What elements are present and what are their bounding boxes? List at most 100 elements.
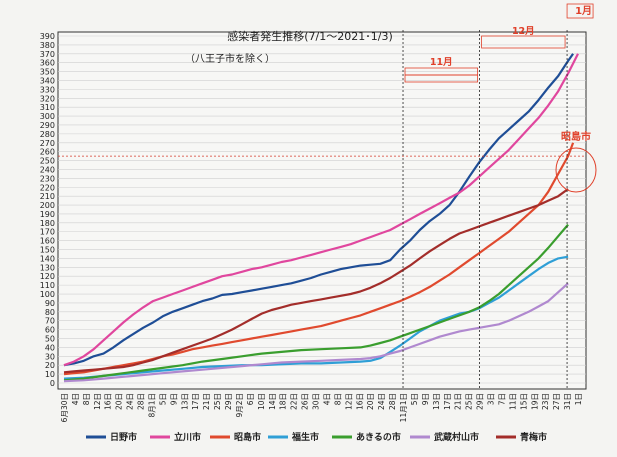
x-tick-label: 25日 xyxy=(213,393,222,410)
x-tick-label: 4日 xyxy=(322,393,331,405)
x-tick-label: 5日 xyxy=(158,393,167,405)
y-tick-label: 350 xyxy=(40,68,55,77)
x-tick-label: 28日 xyxy=(388,393,397,410)
y-tick-label: 100 xyxy=(40,290,55,299)
y-tick-label: 40 xyxy=(45,343,55,352)
x-tick-label: 9日 xyxy=(169,393,178,405)
legend-label: 昭島市 xyxy=(234,431,261,443)
y-tick-label: 230 xyxy=(40,174,55,183)
x-tick-label: 18日 xyxy=(279,393,288,410)
y-tick-label: 340 xyxy=(40,76,55,85)
legend: 日野市 立川市 昭島市 福生市 あきるの市 武蔵村山市 青梅市 xyxy=(86,431,547,443)
y-tick-label: 130 xyxy=(40,263,55,272)
series-line xyxy=(63,53,579,367)
x-tick-label: 20日 xyxy=(115,393,124,410)
y-tick-label: 30 xyxy=(45,352,55,361)
x-tick-label: 26日 xyxy=(301,393,310,410)
annotation-circle xyxy=(555,147,597,193)
y-tick-label: 310 xyxy=(40,103,55,112)
annotation-dec: 12月 xyxy=(512,26,535,37)
x-tick-label: 6日 xyxy=(246,393,255,405)
y-tick-label: 260 xyxy=(40,148,55,157)
y-tick-label: 250 xyxy=(40,157,55,166)
x-tick-label: 20日 xyxy=(366,393,375,410)
x-tick-label: 10日 xyxy=(257,393,266,410)
legend-label: 立川市 xyxy=(174,431,201,443)
x-tick-label: 3日 xyxy=(487,393,496,405)
y-tick-label: 330 xyxy=(40,85,55,94)
y-tick-label: 120 xyxy=(40,272,55,281)
y-tick-label: 370 xyxy=(40,50,55,59)
y-tick-label: 90 xyxy=(45,299,55,308)
x-tick-label: 29日 xyxy=(476,393,485,410)
y-tick-label: 10 xyxy=(45,370,55,379)
y-tick-label: 180 xyxy=(40,219,55,228)
x-tick-label: 13日 xyxy=(180,393,189,410)
legend-label: あきるの市 xyxy=(356,431,401,443)
x-tick-label: 21日 xyxy=(454,393,463,410)
month-span-box xyxy=(481,35,566,49)
x-tick-label: 16日 xyxy=(355,393,364,410)
series-line xyxy=(63,255,569,380)
y-tick-label: 300 xyxy=(40,112,55,121)
y-tick-label: 0 xyxy=(50,379,55,388)
y-tick-label: 200 xyxy=(40,201,55,210)
x-tick-label: 14日 xyxy=(268,393,277,410)
y-tick-label: 210 xyxy=(40,192,55,201)
month-span-box xyxy=(566,3,594,19)
legend-label: 青梅市 xyxy=(520,431,547,443)
x-tick-label: 17日 xyxy=(191,393,200,410)
x-tick-label: 31日 xyxy=(563,393,572,410)
x-tick-label: 27日 xyxy=(552,393,561,410)
y-tick-label: 20 xyxy=(45,361,55,370)
series-line xyxy=(63,282,569,383)
x-tick-label: 24日 xyxy=(126,393,135,410)
y-tick-label: 240 xyxy=(40,165,55,174)
x-tick-label: 11日 xyxy=(508,393,517,410)
x-tick-label: 8日 xyxy=(333,393,342,405)
y-tick-label: 290 xyxy=(40,121,55,130)
x-tick-label: 12日 xyxy=(93,393,102,410)
y-tick-label: 380 xyxy=(40,41,55,50)
legend-label: 日野市 xyxy=(110,431,137,443)
y-tick-label: 70 xyxy=(45,317,55,326)
x-tick-label: 9日 xyxy=(421,393,430,405)
x-axis-ticks: 6月30日 4日 8日 12日 16日 20日 24日 28日 8月1日 5日 9日 13日 17日 21… xyxy=(60,393,583,422)
x-tick-label: 24日 xyxy=(377,393,386,410)
x-tick-label: 12日 xyxy=(344,393,353,410)
chart-title: 感染者発生推移(7/1～2021･1/3) xyxy=(227,29,392,43)
x-tick-label: 13日 xyxy=(432,393,441,410)
x-tick-label: 8日 xyxy=(82,393,91,405)
x-tick-label: 11月1日 xyxy=(399,393,408,422)
y-tick-label: 50 xyxy=(45,335,55,344)
y-tick-label: 140 xyxy=(40,254,55,263)
series-line xyxy=(63,188,569,374)
annotation-nov: 11月 xyxy=(430,57,453,68)
x-tick-label: 25日 xyxy=(465,393,474,410)
x-tick-label: 22日 xyxy=(290,393,299,410)
series-lines xyxy=(63,53,579,383)
x-tick-label: 4日 xyxy=(71,393,80,405)
y-tick-label: 170 xyxy=(40,228,55,237)
x-tick-label: 17日 xyxy=(443,393,452,410)
y-tick-label: 160 xyxy=(40,237,55,246)
y-tick-label: 80 xyxy=(45,308,55,317)
x-tick-label: 29日 xyxy=(224,393,233,410)
y-tick-label: 320 xyxy=(40,94,55,103)
y-tick-label: 60 xyxy=(45,326,55,335)
plot-area xyxy=(57,31,587,390)
y-tick-label: 150 xyxy=(40,246,55,255)
annotation-jan: 1月 xyxy=(575,5,592,17)
series-line xyxy=(63,53,574,367)
x-tick-label: 8月1日 xyxy=(147,393,156,418)
x-tick-label: 6月30日 xyxy=(60,393,69,422)
legend-label: 武蔵村山市 xyxy=(434,431,479,443)
y-tick-label: 280 xyxy=(40,130,55,139)
x-tick-label: 5日 xyxy=(410,393,419,405)
y-tick-label: 110 xyxy=(40,281,55,290)
y-tick-label: 220 xyxy=(40,183,55,192)
y-axis-ticks: 0102030405060708090100110120130140150160… xyxy=(40,32,55,388)
x-tick-label: 15日 xyxy=(519,393,528,410)
x-tick-label: 1日 xyxy=(574,393,583,405)
